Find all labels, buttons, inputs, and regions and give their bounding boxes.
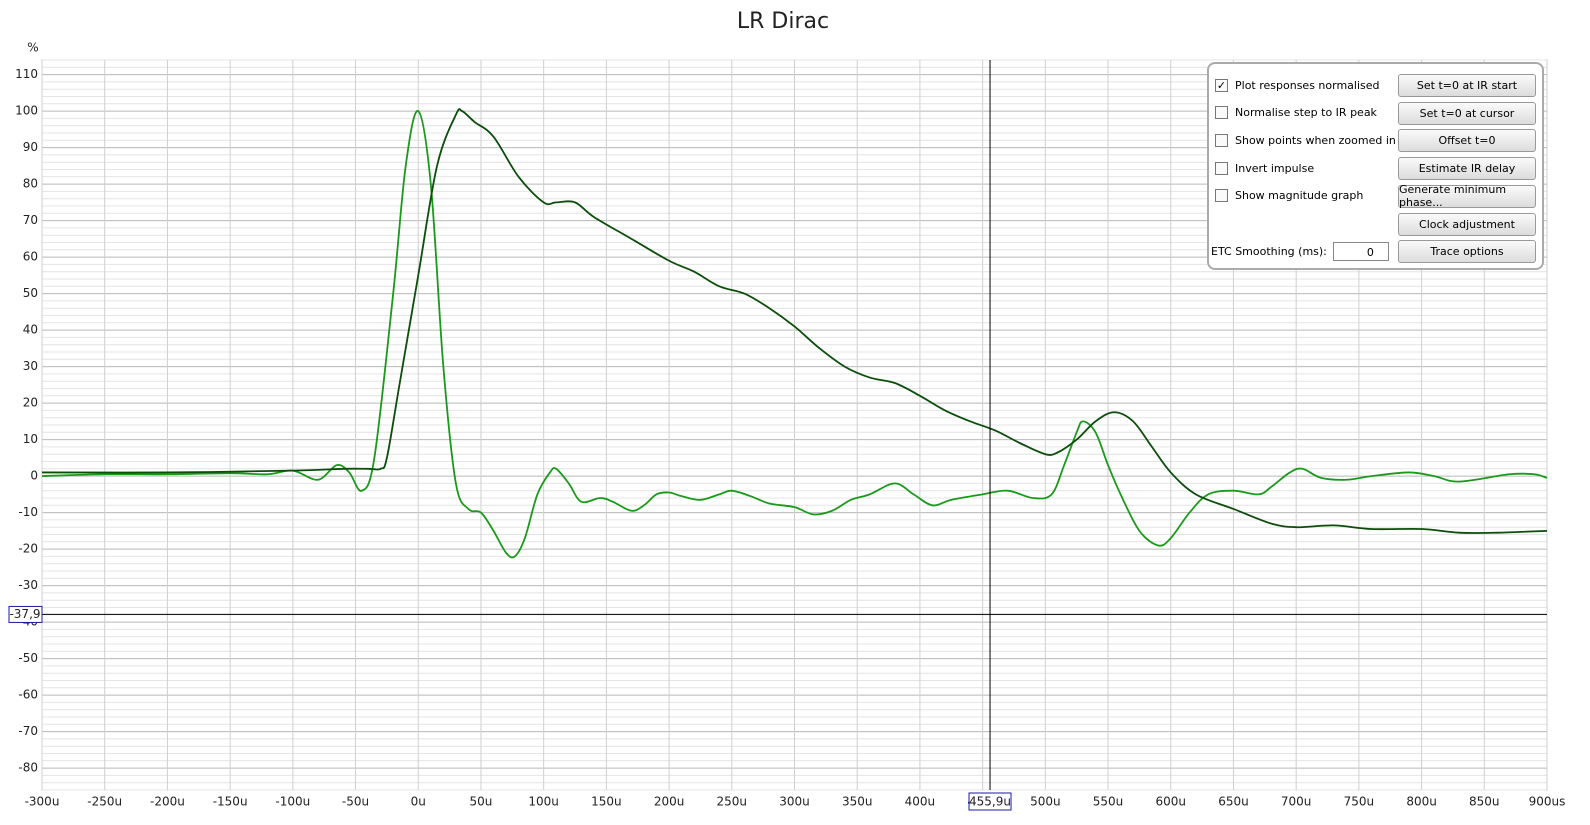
cursor-x-label: 455,9u bbox=[969, 795, 1011, 809]
smoothing-input[interactable]: 0 bbox=[1332, 241, 1389, 261]
x-tick-label: 350u bbox=[842, 795, 873, 809]
y-tick-label: 0 bbox=[30, 469, 38, 483]
checkbox[interactable] bbox=[1215, 189, 1228, 203]
y-tick-label: 70 bbox=[23, 213, 38, 227]
x-tick-label: -100u bbox=[275, 795, 310, 809]
options-panel: ✓ Plot responses normalised Normalise step… bbox=[1207, 62, 1544, 270]
checkbox[interactable] bbox=[1215, 133, 1228, 147]
button[interactable]: Set t=0 at cursor bbox=[1398, 101, 1536, 125]
cursor-x-box bbox=[968, 792, 1012, 811]
button[interactable]: Trace options bbox=[1398, 240, 1536, 264]
x-tick-label: 50u bbox=[470, 795, 493, 809]
x-tick-label: 800u bbox=[1406, 795, 1437, 809]
y-tick-label: 60 bbox=[23, 250, 38, 264]
x-tick-label: 650u bbox=[1218, 795, 1249, 809]
x-tick-label: 750u bbox=[1344, 795, 1375, 809]
x-tick-label: 500u bbox=[1030, 795, 1061, 809]
y-axis-unit: % bbox=[27, 41, 38, 55]
y-tick-label: -60 bbox=[18, 688, 38, 702]
cursor-y-label: -37,9 bbox=[9, 607, 40, 621]
x-tick-label: 850u bbox=[1469, 795, 1500, 809]
y-tick-label: 110 bbox=[15, 67, 38, 81]
x-tick-label: 150u bbox=[591, 795, 622, 809]
y-tick-label: 90 bbox=[23, 140, 38, 154]
y-tick-label: -70 bbox=[18, 724, 38, 738]
button[interactable]: Estimate IR delay bbox=[1398, 157, 1536, 181]
x-tick-label: 200u bbox=[654, 795, 685, 809]
checkbox[interactable]: ✓ bbox=[1215, 78, 1228, 92]
y-tick-label: 10 bbox=[23, 432, 38, 446]
cursor-y-box bbox=[8, 605, 43, 623]
y-tick-label: 20 bbox=[23, 396, 38, 410]
line-series bbox=[41, 108, 1548, 534]
checkbox-row[interactable]: Invert impulse bbox=[1215, 157, 1314, 179]
x-tick-label: -150u bbox=[213, 795, 248, 809]
checkbox-row[interactable]: ✓ Plot responses normalised bbox=[1215, 74, 1380, 96]
grid bbox=[41, 59, 1548, 791]
checkbox-row[interactable]: Normalise step to IR peak bbox=[1215, 102, 1377, 124]
smoothing-row: ETC Smoothing (ms): 0 bbox=[1211, 240, 1389, 262]
y-tick-label: 80 bbox=[23, 177, 38, 191]
x-tick-label: -300u bbox=[25, 795, 60, 809]
button[interactable]: Clock adjustment bbox=[1398, 212, 1536, 236]
x-tick-label: 250u bbox=[717, 795, 748, 809]
x-tick-label: 700u bbox=[1281, 795, 1312, 809]
x-tick-label: 100u bbox=[528, 795, 559, 809]
checkbox-label: Show points when zoomed in bbox=[1235, 133, 1396, 147]
x-tick-label: -200u bbox=[150, 795, 185, 809]
y-tick-label: -10 bbox=[18, 505, 38, 519]
x-tick-label: 0u bbox=[411, 795, 426, 809]
y-tick-label: -50 bbox=[18, 651, 38, 665]
checkbox[interactable] bbox=[1215, 106, 1228, 120]
y-tick-label: -20 bbox=[18, 542, 38, 556]
button[interactable]: Generate minimum phase... bbox=[1398, 183, 1536, 209]
checkbox-label: Normalise step to IR peak bbox=[1235, 106, 1377, 120]
button[interactable]: Offset t=0 bbox=[1398, 129, 1536, 153]
checkbox-row[interactable]: Show magnitude graph bbox=[1215, 185, 1363, 207]
chart-title: LR Dirac bbox=[737, 9, 829, 34]
checkbox-label: Plot responses normalised bbox=[1235, 78, 1380, 92]
button[interactable]: Set t=0 at IR start bbox=[1398, 74, 1536, 97]
x-tick-label: 300u bbox=[779, 795, 810, 809]
x-tick-label: 600u bbox=[1155, 795, 1186, 809]
checkbox[interactable] bbox=[1215, 161, 1228, 175]
y-tick-label: -30 bbox=[18, 578, 38, 592]
y-tick-label: 30 bbox=[23, 359, 38, 373]
checkbox-row[interactable]: Show points when zoomed in bbox=[1215, 129, 1396, 151]
x-tick-label: -250u bbox=[87, 795, 122, 809]
y-tick-label: 50 bbox=[23, 286, 38, 300]
x-tick-label: 900us bbox=[1529, 795, 1566, 809]
checkbox-label: Show magnitude graph bbox=[1235, 189, 1364, 203]
y-tick-label: 100 bbox=[15, 104, 38, 118]
y-tick-label: -80 bbox=[18, 761, 38, 775]
line-series bbox=[41, 110, 1548, 559]
x-tick-label: 400u bbox=[905, 795, 936, 809]
x-tick-label: -50u bbox=[342, 795, 369, 809]
x-tick-label: 550u bbox=[1093, 795, 1124, 809]
checkbox-label: Invert impulse bbox=[1235, 161, 1315, 175]
smoothing-label: ETC Smoothing (ms): bbox=[1211, 244, 1327, 258]
y-tick-label: 40 bbox=[23, 323, 38, 337]
